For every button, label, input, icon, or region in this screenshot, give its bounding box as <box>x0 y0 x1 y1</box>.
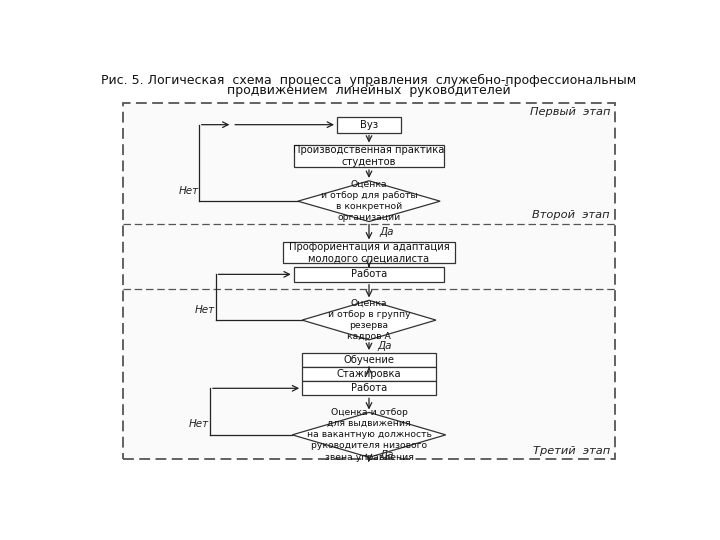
Bar <box>294 145 444 167</box>
Text: Да: Да <box>377 341 392 352</box>
Text: Вуз: Вуз <box>360 120 378 130</box>
Text: Да: Да <box>379 450 394 460</box>
Polygon shape <box>302 300 436 340</box>
Bar <box>337 117 401 133</box>
Text: Профориентация и адаптация
молодого специалиста: Профориентация и адаптация молодого спец… <box>289 241 449 264</box>
Polygon shape <box>292 413 446 457</box>
Text: Оценка
и отбор в группу
резерва
кадров А: Оценка и отбор в группу резерва кадров А <box>328 299 410 341</box>
Text: Работа: Работа <box>351 383 387 393</box>
Text: продвижением  линейных  руководителей: продвижением линейных руководителей <box>228 84 510 97</box>
Text: Первый  этап: Первый этап <box>529 107 610 117</box>
Bar <box>282 242 456 263</box>
Bar <box>302 381 436 395</box>
Text: Оценка и отбор
для выдвижения
на вакантную должность
руководителя низового
звена: Оценка и отбор для выдвижения на вакантн… <box>307 408 431 462</box>
Text: Да: Да <box>379 227 394 237</box>
Polygon shape <box>298 181 440 221</box>
Text: Второй  этап: Второй этап <box>532 210 610 220</box>
Text: Стажировка: Стажировка <box>337 369 401 379</box>
Text: Работа: Работа <box>351 269 387 279</box>
Bar <box>124 103 615 459</box>
Bar <box>302 353 436 367</box>
Text: Нет: Нет <box>179 186 199 196</box>
Bar <box>302 367 436 381</box>
Text: Третий  этап: Третий этап <box>533 447 610 456</box>
Text: Нет: Нет <box>189 418 209 429</box>
Text: Обучение: Обучение <box>343 355 395 365</box>
Text: Нет: Нет <box>194 305 215 315</box>
Text: Оценка
и отбор для работы
в конкретной
организации: Оценка и отбор для работы в конкретной о… <box>320 180 418 222</box>
Text: Производственная практика
студентов: Производственная практика студентов <box>293 145 445 167</box>
Text: Рис. 5. Логическая  схема  процесса  управления  служебно-профессиональным: Рис. 5. Логическая схема процесса управл… <box>102 74 636 87</box>
Bar <box>294 267 444 282</box>
